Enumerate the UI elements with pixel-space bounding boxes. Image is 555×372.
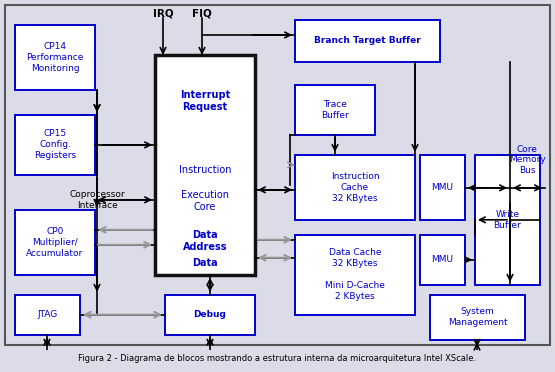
Text: Interrupt
Request: Interrupt Request [180, 90, 230, 112]
Bar [155, 55, 255, 275]
Text: MMU: MMU [431, 183, 453, 192]
Text: JTAG: JTAG [37, 310, 58, 319]
Bar [295, 85, 375, 135]
Text: Data Cache
32 KBytes

Mini D-Cache
2 KBytes: Data Cache 32 KBytes Mini D-Cache 2 KByt… [325, 248, 385, 301]
Text: CP15
Config.
Registers: CP15 Config. Registers [34, 129, 76, 160]
Text: Data: Data [192, 258, 218, 268]
Text: Branch Target Buffer: Branch Target Buffer [314, 36, 421, 45]
Text: FIQ: FIQ [192, 9, 212, 19]
Text: Figura 2 - Diagrama de blocos mostrando a estrutura interna da microarquitetura : Figura 2 - Diagrama de blocos mostrando … [78, 355, 477, 363]
Bar [430, 295, 525, 340]
Text: MMU: MMU [431, 255, 453, 264]
Bar [15, 115, 95, 175]
Text: CP0
Multiplier/
Accumulator: CP0 Multiplier/ Accumulator [27, 227, 84, 258]
Bar [295, 155, 415, 220]
Bar [420, 155, 465, 220]
Text: CP14
Performance
Monitoring: CP14 Performance Monitoring [26, 42, 84, 73]
Bar [475, 155, 540, 285]
Text: IRQ: IRQ [153, 9, 173, 19]
Bar [295, 235, 415, 315]
Bar [420, 235, 465, 285]
Text: Write
Buffer: Write Buffer [493, 210, 521, 230]
Text: Core
Memory
Bus: Core Memory Bus [508, 145, 546, 175]
Text: Debug: Debug [194, 310, 226, 319]
Text: Data
Address: Data Address [183, 230, 227, 252]
Bar [165, 295, 255, 335]
Text: Trace
Buffer: Trace Buffer [321, 100, 349, 120]
Text: Coprocessor
Interface: Coprocessor Interface [69, 190, 125, 209]
Bar [15, 25, 95, 90]
Bar [15, 295, 80, 335]
Text: System
Management: System Management [448, 307, 507, 327]
Bar [15, 210, 95, 275]
Bar [295, 20, 440, 62]
Text: Instruction
Cache
32 KBytes: Instruction Cache 32 KBytes [331, 172, 379, 203]
Text: Instruction

Execution
Core: Instruction Execution Core [179, 165, 231, 212]
